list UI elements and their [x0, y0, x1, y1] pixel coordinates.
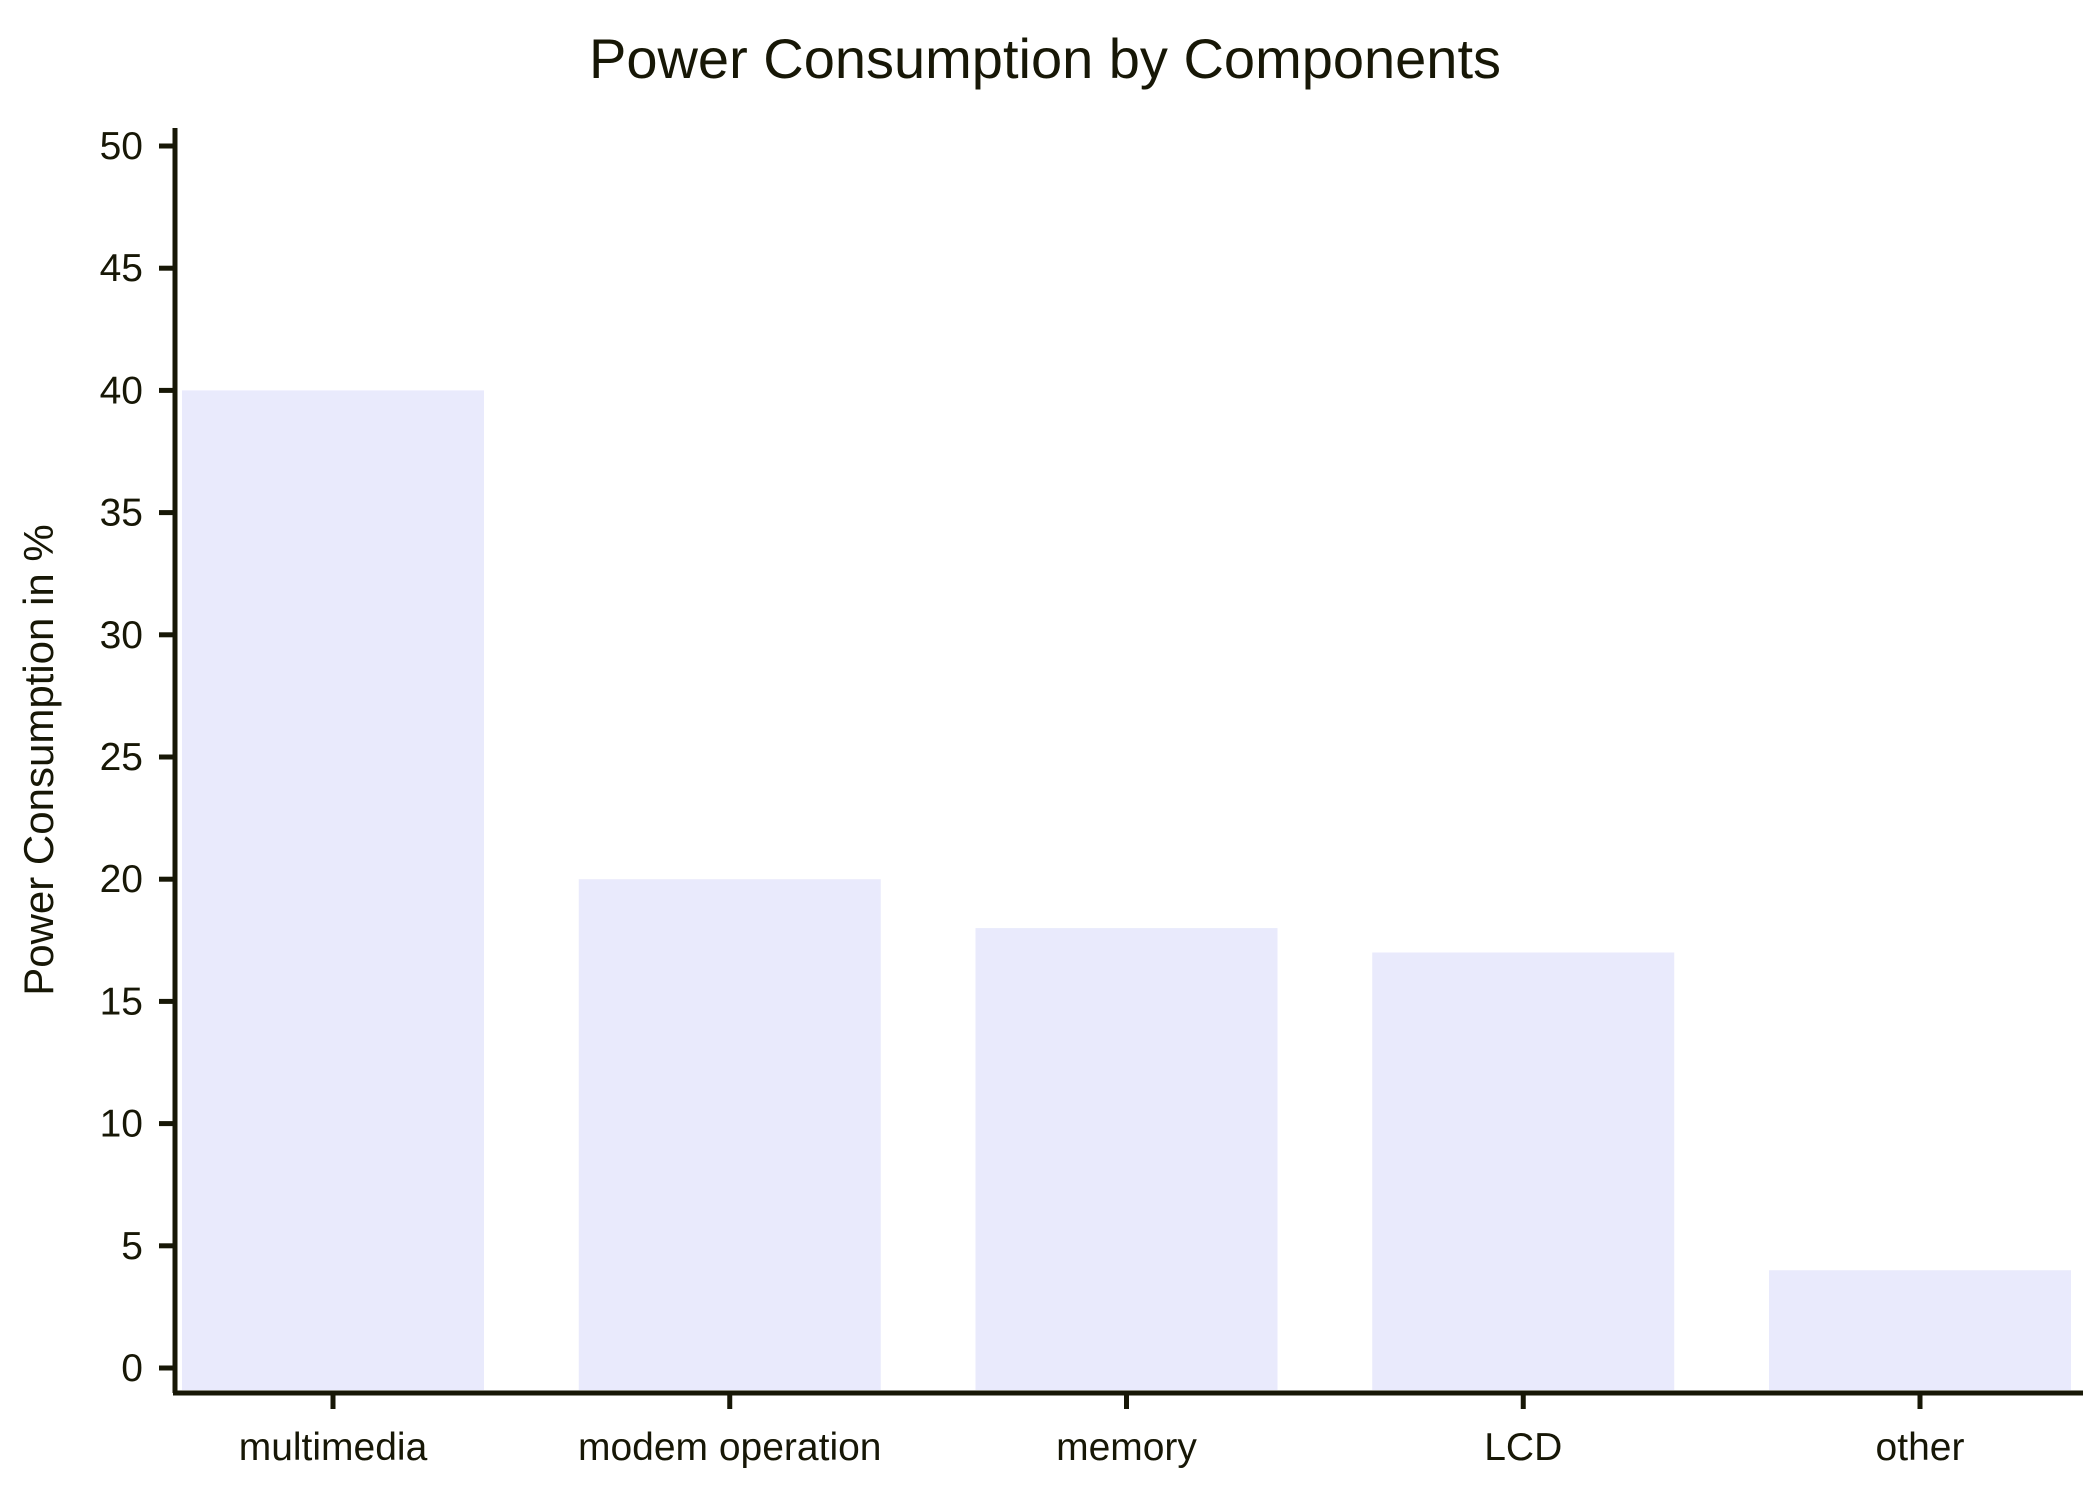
bars-group	[182, 390, 2071, 1390]
y-tick-label: 30	[100, 614, 143, 657]
y-tick-label: 45	[100, 247, 143, 290]
bar-lcd	[1372, 952, 1675, 1390]
y-axis-label: Power Consumption in %	[15, 524, 62, 996]
y-tick-label: 10	[100, 1103, 143, 1146]
y-tick-label: 25	[100, 736, 143, 779]
y-tick-label: 50	[100, 125, 143, 168]
y-tick-label: 40	[100, 369, 143, 412]
y-tick-label: 15	[100, 980, 143, 1023]
y-axis-ticks: 0 5 10 15 20 25 30 35 40 45 50	[100, 125, 175, 1390]
x-axis-ticks: multimedia modem operation memory LCD other	[239, 1393, 1965, 1469]
chart-title: Power Consumption by Components	[589, 27, 1501, 90]
y-tick-label: 5	[121, 1225, 143, 1268]
x-tick-label: multimedia	[239, 1426, 428, 1469]
bar-multimedia	[182, 390, 484, 1390]
y-tick-label: 20	[100, 858, 143, 901]
x-tick-label: modem operation	[578, 1426, 882, 1469]
bar-modem-operation	[578, 879, 881, 1390]
bar-memory	[975, 928, 1278, 1390]
y-tick-label: 0	[121, 1347, 143, 1390]
x-tick-label: LCD	[1484, 1426, 1562, 1469]
x-tick-label: other	[1876, 1426, 1965, 1469]
bar-other	[1769, 1270, 2071, 1390]
x-tick-label: memory	[1056, 1426, 1197, 1469]
y-tick-label: 35	[100, 492, 143, 535]
